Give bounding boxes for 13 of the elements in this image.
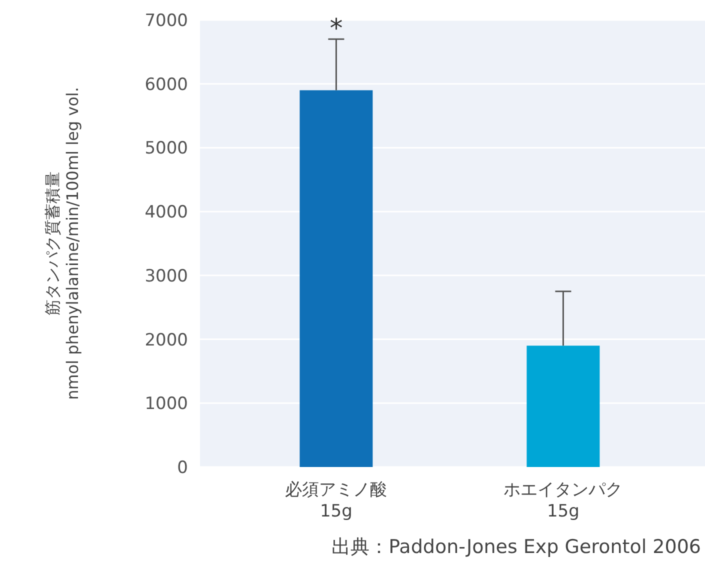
y-tick-label: 1000 — [144, 394, 188, 414]
y-tick-label: 0 — [177, 458, 188, 478]
annotation: * — [330, 14, 343, 44]
y-tick-label: 3000 — [144, 266, 188, 286]
source-note: 出典：Paddon-Jones Exp Gerontol 2006 — [332, 536, 701, 558]
y-tick-label: 7000 — [144, 11, 188, 31]
x-tick-label: ホエイタンパク 15g — [504, 480, 623, 522]
y-tick-label: 2000 — [144, 330, 188, 350]
y-tick-label: 4000 — [144, 202, 188, 223]
y-tick-label: 5000 — [144, 138, 188, 159]
y-tick-label: 6000 — [144, 74, 188, 95]
y-axis-title: 筋タンパク質蓄積量 nmol phenylalanine/min/100ml leg vol. — [43, 87, 82, 400]
x-tick-label: 必須アミノ酸 15g — [285, 480, 388, 522]
